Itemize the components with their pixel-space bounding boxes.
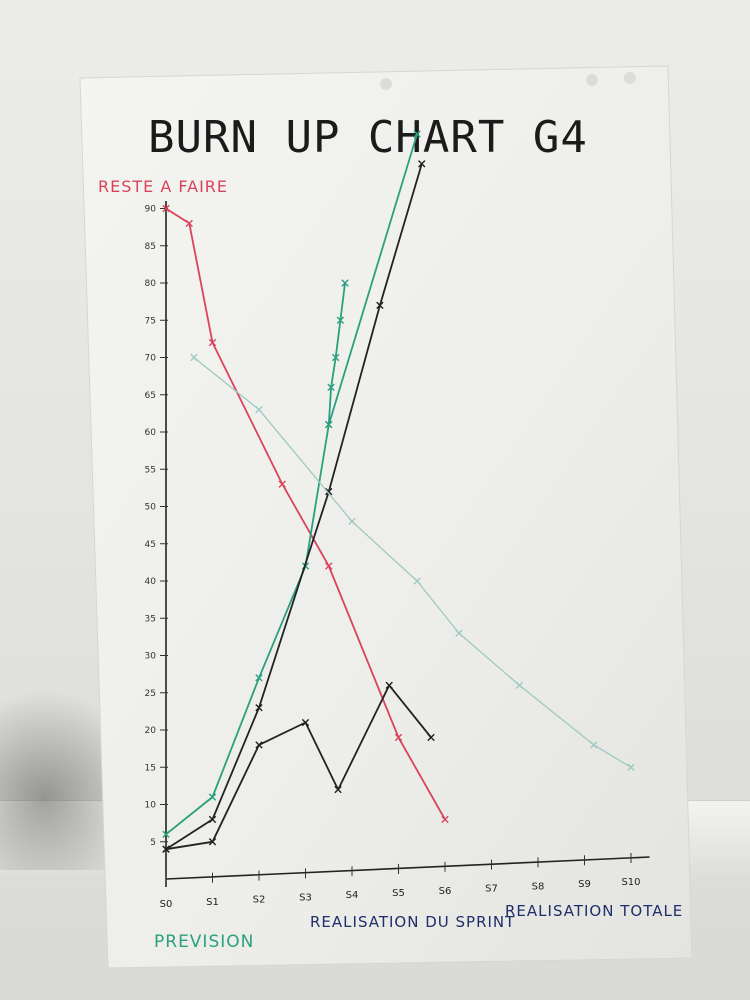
x-tick-label: S5 (392, 888, 405, 899)
x-tick-label: S1 (206, 897, 219, 908)
y-tick-label: 50 (145, 503, 157, 513)
data-point-marker (255, 405, 263, 414)
y-tick-label: 20 (145, 726, 157, 736)
x-group-realisation-totale: REALISATION TOTALE (505, 902, 683, 920)
x-ticks: S0 S1 S2 S3 S4 S5 S6 S7 S8 S9 S10 (160, 853, 641, 910)
punch-hole (624, 72, 636, 84)
y-tick-label: 80 (145, 279, 157, 289)
y-tick-label: 55 (145, 465, 156, 475)
series-line (193, 356, 632, 768)
data-point-marker (385, 681, 393, 689)
data-point-marker (325, 562, 333, 570)
y-tick-label: 5 (150, 838, 156, 848)
y-tick-label: 30 (145, 652, 157, 662)
data-point-marker (394, 733, 403, 742)
x-tick-label: S2 (253, 895, 266, 906)
y-tick-label: 10 (145, 801, 157, 811)
y-tick-label: 45 (145, 540, 156, 550)
data-point-marker (255, 703, 263, 712)
x-group-prevision: PREVISION (154, 932, 254, 952)
punch-hole (380, 78, 392, 90)
y-tick-label: 25 (145, 689, 156, 699)
data-point-marker (255, 741, 263, 749)
paper (79, 65, 693, 969)
y-tick-label: 35 (145, 614, 156, 624)
data-point-marker (336, 316, 345, 324)
data-point-marker (427, 733, 435, 742)
series-line (165, 163, 423, 850)
data-point-marker (208, 338, 217, 347)
data-point-marker (208, 815, 217, 824)
chart-title: BURN UP CHART G4 (148, 112, 588, 163)
y-axis-label: RESTE A FAIRE (98, 177, 228, 196)
data-point-marker (185, 219, 193, 228)
data-point-marker (455, 629, 463, 637)
data-point-marker (162, 204, 170, 213)
data-point-marker (325, 420, 333, 429)
y-tick-label: 15 (145, 763, 156, 773)
y-ticks: 5 10 15 20 25 30 35 40 45 50 55 60 65 70 75 80 85 90 (145, 205, 168, 848)
data-point-marker (376, 301, 384, 310)
x-tick-label: S9 (578, 879, 591, 890)
data-point-marker (325, 487, 333, 496)
y-tick-label: 90 (145, 205, 157, 215)
data-point-marker (418, 160, 426, 168)
y-tick-label: 70 (145, 354, 157, 364)
punch-hole (586, 74, 598, 86)
data-point-marker (627, 763, 635, 771)
x-tick-label: S10 (621, 877, 640, 888)
data-point-marker (332, 353, 340, 362)
data-point-marker (327, 383, 335, 391)
data-point-marker (590, 741, 598, 749)
y-tick-label: 60 (145, 428, 157, 438)
y-tick-label: 40 (145, 577, 157, 587)
x-tick-label: S7 (485, 884, 498, 895)
data-point-marker (515, 681, 524, 689)
series-group (162, 130, 635, 853)
data-point-marker (190, 353, 198, 362)
data-point-marker (208, 838, 217, 846)
data-point-marker (208, 793, 217, 801)
data-point-marker (162, 845, 170, 853)
data-point-marker (348, 517, 356, 526)
data-point-marker (334, 785, 342, 794)
x-tick-label: S6 (439, 886, 452, 897)
x-tick-label: S8 (532, 881, 545, 892)
series-line (165, 133, 418, 836)
y-tick-label: 85 (145, 242, 156, 252)
y-tick-label: 75 (145, 316, 156, 326)
data-point-marker (413, 577, 421, 585)
y-tick-label: 65 (145, 391, 156, 401)
x-group-realisation-sprint: REALISATION DU SPRINT (310, 913, 515, 931)
data-point-marker (255, 674, 263, 682)
data-point-marker (278, 480, 286, 488)
x-tick-label: S0 (160, 899, 173, 910)
data-point-marker (301, 718, 310, 727)
data-point-marker (413, 130, 421, 138)
data-point-marker (441, 815, 449, 824)
x-tick-label: S3 (299, 892, 312, 903)
data-point-marker (341, 279, 349, 287)
data-point-marker (162, 830, 170, 838)
x-tick-label: S4 (346, 890, 359, 901)
x-axis-line (165, 856, 650, 880)
